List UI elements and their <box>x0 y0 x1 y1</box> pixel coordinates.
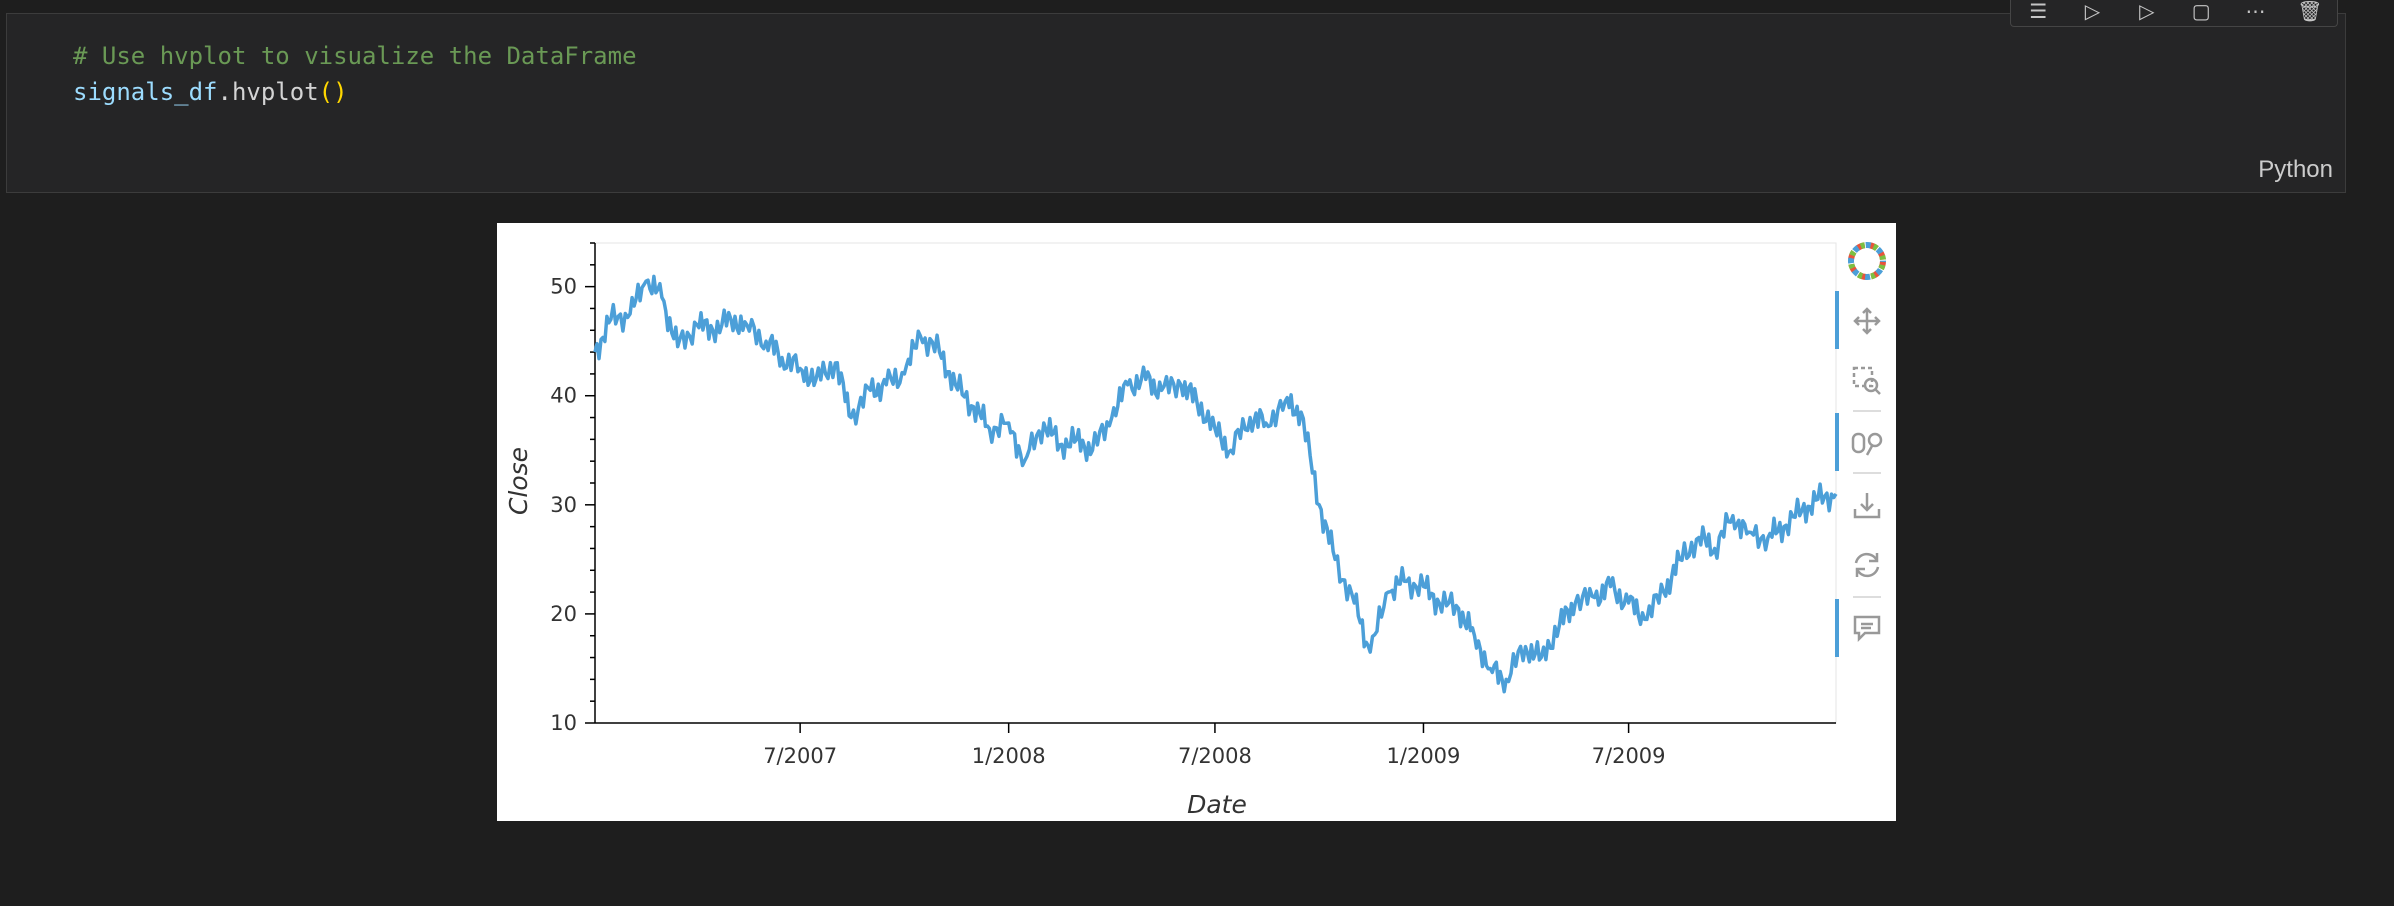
code-parens: () <box>318 78 348 106</box>
wheel-zoom-active-indicator <box>1835 413 1839 471</box>
code-method: .hvplot <box>217 78 319 106</box>
y-tick-label: 30 <box>550 493 577 517</box>
x-tick-label: 1/2009 <box>1387 744 1461 768</box>
wheel-zoom-icon[interactable] <box>1851 432 1883 456</box>
y-axis-label: Close <box>504 447 533 515</box>
bokeh-toolbar <box>1835 242 1886 657</box>
y-tick-label: 20 <box>550 602 577 626</box>
delete-icon[interactable]: 🗑 <box>2297 0 2323 23</box>
code-line-2: signals_df.hvplot() <box>73 74 637 110</box>
x-tick-label: 7/2008 <box>1178 744 1252 768</box>
box-zoom-icon[interactable] <box>1852 366 1881 395</box>
x-tick-label: 7/2007 <box>763 744 837 768</box>
save-icon[interactable] <box>1853 493 1881 519</box>
x-tick-label: 7/2009 <box>1592 744 1666 768</box>
hvplot-chart: 10 20 30 40 50 7/2007 1/2008 7/2008 1/2009 7/2009… <box>504 242 1886 819</box>
y-tick-label: 50 <box>550 275 577 299</box>
series-line <box>593 274 1838 694</box>
reset-icon[interactable] <box>1854 552 1880 578</box>
x-axis-label: Date <box>1187 790 1247 819</box>
code-comment: # Use hvplot to visualize the DataFrame <box>73 42 637 70</box>
hover-icon[interactable] <box>1853 615 1881 643</box>
code-line-1: # Use hvplot to visualize the DataFrame <box>73 38 637 74</box>
code-editor[interactable]: # Use hvplot to visualize the DataFrame s… <box>73 38 637 110</box>
cell-toolbar: ☰ ▷ ▷ ▢ ⋯ 🗑 <box>2010 0 2338 27</box>
x-tick-label: 1/2008 <box>972 744 1046 768</box>
plot-frame <box>594 242 1837 724</box>
cell-output: 10 20 30 40 50 7/2007 1/2008 7/2008 1/2009 7/2009… <box>497 223 1896 821</box>
y-tick-label: 40 <box>550 384 577 408</box>
more-icon[interactable]: ⋯ <box>2245 0 2266 23</box>
bokeh-logo-icon[interactable] <box>1848 242 1886 280</box>
cell-language-label[interactable]: Python <box>2258 156 2333 183</box>
pan-icon[interactable] <box>1853 307 1881 335</box>
run-by-line-icon[interactable]: ☰ <box>2029 0 2048 23</box>
y-tick-label: 10 <box>550 711 577 735</box>
code-variable: signals_df <box>73 78 218 106</box>
execute-below-icon[interactable]: ▷ <box>2139 0 2155 23</box>
split-cell-icon[interactable]: ▢ <box>2191 0 2211 23</box>
pan-active-indicator <box>1835 291 1839 349</box>
execute-above-icon[interactable]: ▷ <box>2084 0 2101 23</box>
code-cell[interactable]: # Use hvplot to visualize the DataFrame s… <box>6 13 2346 193</box>
chart-axes: 10 20 30 40 50 7/2007 1/2008 7/2008 1/2009 7/2009 <box>550 242 1837 768</box>
hover-active-indicator <box>1835 599 1839 657</box>
